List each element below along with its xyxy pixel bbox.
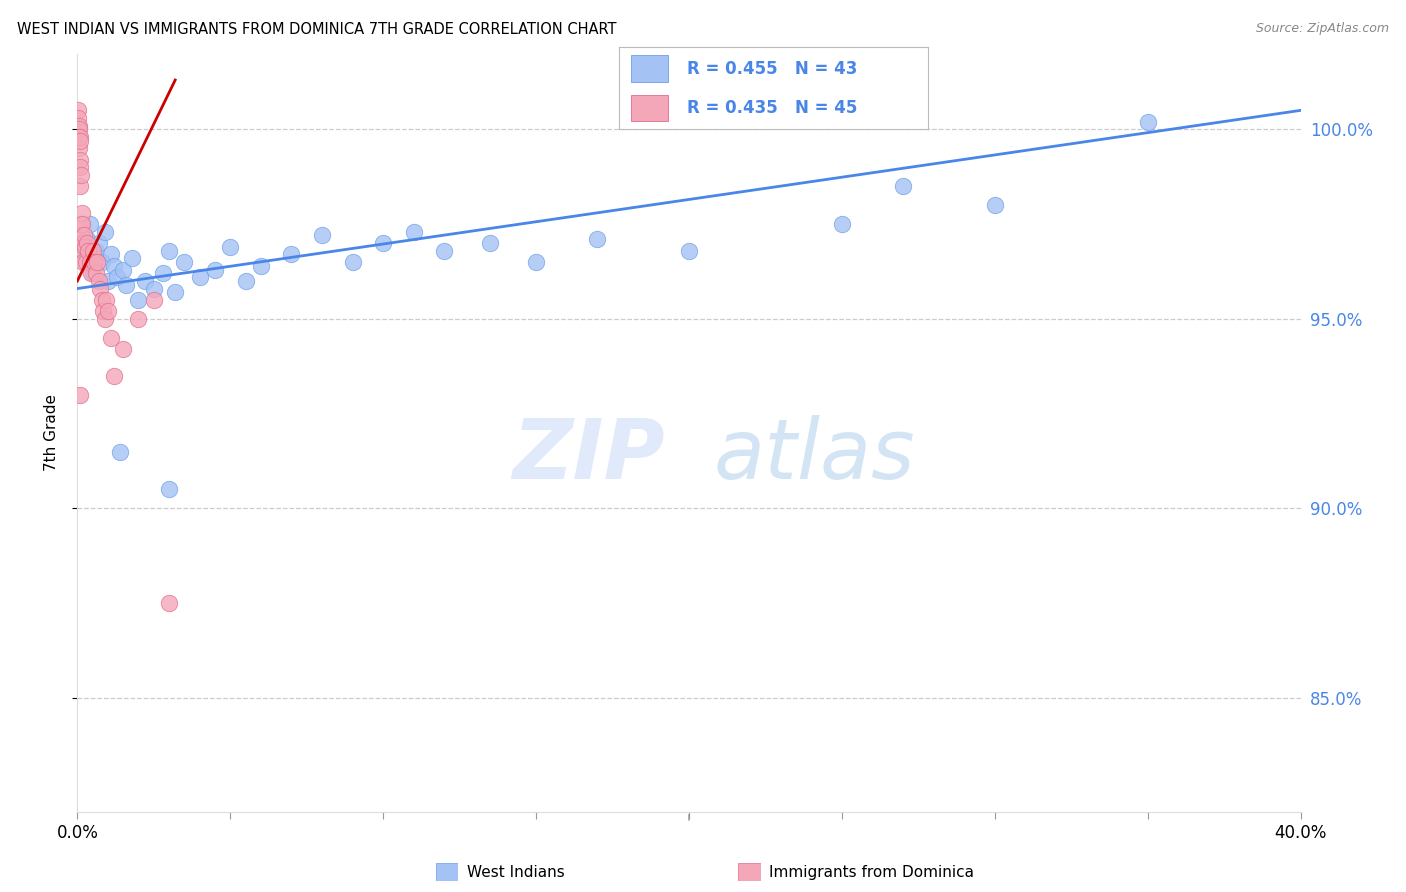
Point xyxy=(121,252,143,266)
Point xyxy=(90,255,112,269)
Point xyxy=(66,103,89,118)
Point xyxy=(84,244,107,258)
Point xyxy=(76,232,98,246)
Point xyxy=(67,122,90,136)
Point xyxy=(103,368,125,383)
Point xyxy=(479,236,502,251)
Point xyxy=(115,277,138,292)
Point xyxy=(157,244,180,258)
Point xyxy=(69,161,91,175)
Point xyxy=(82,244,104,258)
Text: R = 0.455   N = 43: R = 0.455 N = 43 xyxy=(686,60,858,78)
Point xyxy=(142,293,165,307)
Point xyxy=(100,331,122,345)
Text: Immigrants from Dominica: Immigrants from Dominica xyxy=(769,865,974,880)
Point xyxy=(73,228,96,243)
Point xyxy=(89,282,111,296)
Point xyxy=(87,274,110,288)
Point xyxy=(586,232,609,246)
Point xyxy=(96,293,118,307)
Point xyxy=(72,255,94,269)
Point xyxy=(82,267,104,281)
Point xyxy=(94,312,117,326)
Point xyxy=(311,228,333,243)
Point xyxy=(128,312,150,326)
Point xyxy=(79,255,101,269)
Point xyxy=(90,293,112,307)
Point xyxy=(69,141,91,155)
Point xyxy=(69,130,91,145)
Point xyxy=(831,217,853,231)
Point xyxy=(72,244,94,258)
Point xyxy=(67,130,90,145)
Point xyxy=(204,262,226,277)
Bar xyxy=(631,55,668,82)
Point xyxy=(97,304,120,318)
Text: R = 0.435   N = 45: R = 0.435 N = 45 xyxy=(686,99,858,117)
Point xyxy=(165,285,187,300)
Point xyxy=(75,255,97,269)
Point xyxy=(128,293,150,307)
Point xyxy=(87,236,110,251)
Point xyxy=(70,217,93,231)
Point xyxy=(142,282,165,296)
Point xyxy=(80,267,103,281)
Point xyxy=(94,225,117,239)
Point xyxy=(86,255,108,269)
Point xyxy=(69,388,91,402)
Point xyxy=(70,236,93,251)
Point xyxy=(342,255,364,269)
Point xyxy=(69,153,91,167)
Y-axis label: 7th Grade: 7th Grade xyxy=(44,394,59,471)
Point xyxy=(72,236,94,251)
Text: WEST INDIAN VS IMMIGRANTS FROM DOMINICA 7TH GRADE CORRELATION CHART: WEST INDIAN VS IMMIGRANTS FROM DOMINICA … xyxy=(17,22,616,37)
Point xyxy=(76,236,98,251)
Point xyxy=(73,240,96,254)
Text: Source: ZipAtlas.com: Source: ZipAtlas.com xyxy=(1256,22,1389,36)
Point xyxy=(108,444,131,458)
Bar xyxy=(631,95,668,121)
Point xyxy=(84,267,107,281)
Point xyxy=(103,259,125,273)
Point xyxy=(70,228,93,243)
Point xyxy=(69,134,91,148)
Point xyxy=(280,247,302,261)
Point xyxy=(105,270,128,285)
Point xyxy=(72,244,94,258)
Point xyxy=(433,244,456,258)
Point xyxy=(152,267,174,281)
Point xyxy=(984,198,1007,212)
Text: atlas: atlas xyxy=(713,415,915,496)
Point xyxy=(67,111,90,125)
Point xyxy=(112,262,135,277)
Point xyxy=(173,255,195,269)
Point xyxy=(91,304,114,318)
Point xyxy=(524,255,547,269)
Point xyxy=(188,270,211,285)
Point xyxy=(1136,115,1159,129)
Point xyxy=(79,217,101,231)
Point xyxy=(235,274,257,288)
Point xyxy=(402,225,425,239)
Point xyxy=(678,244,700,258)
Point xyxy=(112,343,135,357)
Point xyxy=(219,240,242,254)
Point xyxy=(70,206,93,220)
Point xyxy=(157,483,180,497)
Point xyxy=(69,179,91,194)
Point xyxy=(67,119,90,133)
Point xyxy=(77,244,100,258)
Point xyxy=(891,179,914,194)
Point xyxy=(97,274,120,288)
Text: West Indians: West Indians xyxy=(467,865,565,880)
Point xyxy=(100,247,122,261)
Point xyxy=(157,596,180,610)
Point xyxy=(371,236,394,251)
Point xyxy=(69,168,91,182)
Point xyxy=(250,259,273,273)
Point xyxy=(134,274,156,288)
Point xyxy=(70,217,93,231)
Point xyxy=(83,255,105,269)
Text: ZIP: ZIP xyxy=(512,415,665,496)
